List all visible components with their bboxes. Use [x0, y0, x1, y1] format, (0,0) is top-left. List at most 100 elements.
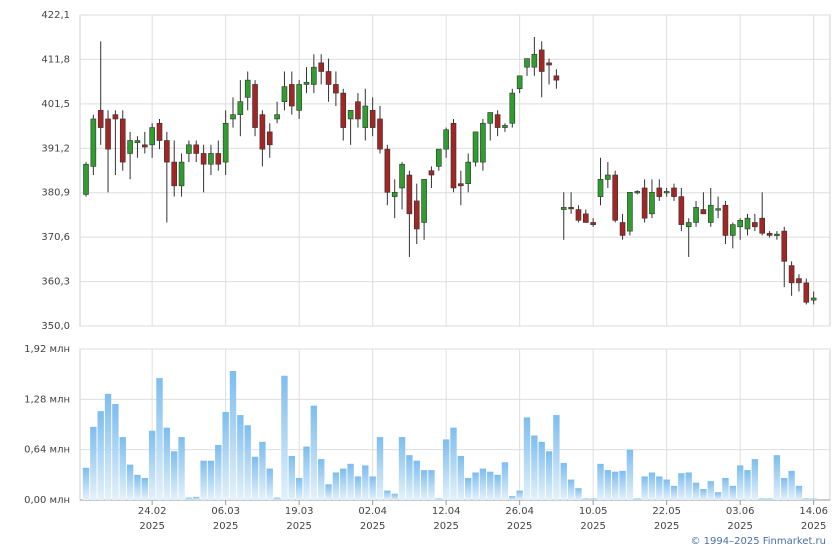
volume-bar: [626, 449, 634, 500]
volume-bar: [457, 455, 465, 500]
candle-body: [83, 163, 89, 195]
candle-body: [597, 179, 604, 197]
volume-bar: [523, 417, 531, 500]
volume-bar: [281, 375, 288, 500]
candle-body: [200, 153, 207, 165]
candle-body: [421, 179, 427, 223]
candle-body: [560, 207, 567, 210]
credit: © 1994–2025 Finmarket.ru: [690, 536, 826, 547]
candle-body: [193, 144, 200, 154]
candle-body: [186, 144, 192, 154]
y-tick-label: 1,92 млн: [24, 344, 70, 355]
candle-body: [472, 131, 479, 163]
candle-body: [700, 209, 707, 215]
volume-bar: [369, 476, 376, 500]
volume-bar: [362, 465, 369, 500]
candle-body: [303, 81, 310, 85]
volume-bar: [178, 437, 185, 500]
volume-bar: [215, 444, 222, 500]
volume-bar: [589, 498, 597, 500]
volume-bar: [641, 476, 648, 500]
candle-body: [362, 105, 369, 128]
volume-bar: [648, 472, 656, 500]
volume-bar: [112, 404, 119, 500]
candle-body: [685, 222, 692, 228]
candle-body: [796, 278, 802, 284]
candle-body: [781, 230, 788, 262]
candle-body: [215, 153, 222, 165]
volume-bar: [450, 427, 457, 500]
volume-bar: [391, 493, 398, 500]
candle-body: [729, 224, 736, 236]
candle-body: [450, 122, 457, 189]
volume-bar: [229, 371, 237, 500]
y-tick-label: 380,9: [41, 188, 70, 199]
candle-body: [156, 122, 163, 141]
volume-bar: [560, 463, 567, 500]
candle-body: [656, 187, 663, 197]
x-tick-label: 12.04 2025: [432, 506, 461, 532]
candle-body: [458, 183, 464, 187]
candle-body: [678, 196, 685, 225]
candle-body: [766, 232, 773, 236]
volume-bar: [428, 470, 435, 500]
volume-bar: [656, 476, 663, 500]
volume-bar: [435, 498, 442, 500]
candle-body: [296, 84, 302, 111]
volume-bar: [634, 498, 641, 500]
candle-body: [707, 204, 714, 223]
x-tick-label: 19.03 2025: [285, 506, 314, 532]
volume-bar: [185, 497, 193, 500]
volume-bar: [237, 415, 244, 500]
candle-body: [105, 118, 111, 150]
candle-body: [443, 129, 449, 150]
candle-body: [237, 101, 244, 115]
volume-bar: [759, 498, 766, 500]
candle-body: [377, 118, 383, 150]
y-tick-label: 350,0: [41, 321, 70, 332]
volume-bar: [516, 490, 523, 500]
volume-bar: [795, 485, 803, 500]
volume-bar: [766, 498, 773, 500]
volume-bar: [90, 426, 97, 500]
candle-body: [178, 161, 185, 187]
candle-body: [774, 233, 780, 236]
volume-bar: [531, 435, 538, 500]
y-tick-label: 360,3: [41, 277, 70, 288]
volume-bar: [479, 468, 487, 500]
candle-body: [663, 191, 670, 194]
volume-bar: [82, 467, 90, 500]
candle-body: [803, 282, 810, 303]
candle-body: [575, 209, 582, 221]
volume-bar: [200, 460, 207, 500]
candle-body: [744, 217, 751, 230]
candle-body: [244, 79, 251, 98]
volume-bar: [545, 451, 553, 500]
y-tick-label: 0,64 млн: [24, 445, 70, 456]
volume-bar: [700, 488, 707, 500]
volume-bar: [310, 405, 318, 500]
candle-body: [538, 49, 545, 72]
volume-bar: [141, 477, 148, 500]
volume-bar: [273, 497, 281, 500]
volume-bar: [171, 451, 178, 500]
volume-bar: [251, 456, 259, 500]
candle-body: [590, 222, 596, 225]
candle-body: [480, 122, 486, 163]
candle-body: [524, 58, 530, 68]
candle-body: [619, 222, 626, 236]
candle-body: [406, 174, 413, 215]
volume-bar: [773, 455, 781, 500]
volume-bar: [714, 492, 722, 500]
candle-body: [634, 191, 641, 194]
candle-body: [266, 131, 273, 146]
volume-bar: [134, 474, 141, 500]
candle-body: [605, 174, 611, 180]
x-tick-label: 14.06 2025: [799, 506, 828, 532]
candle-body: [112, 114, 119, 120]
volume-bar: [597, 463, 604, 500]
volume-bar: [751, 459, 759, 500]
candle-body: [311, 66, 317, 85]
y-tick-label: 422,1: [41, 10, 70, 21]
